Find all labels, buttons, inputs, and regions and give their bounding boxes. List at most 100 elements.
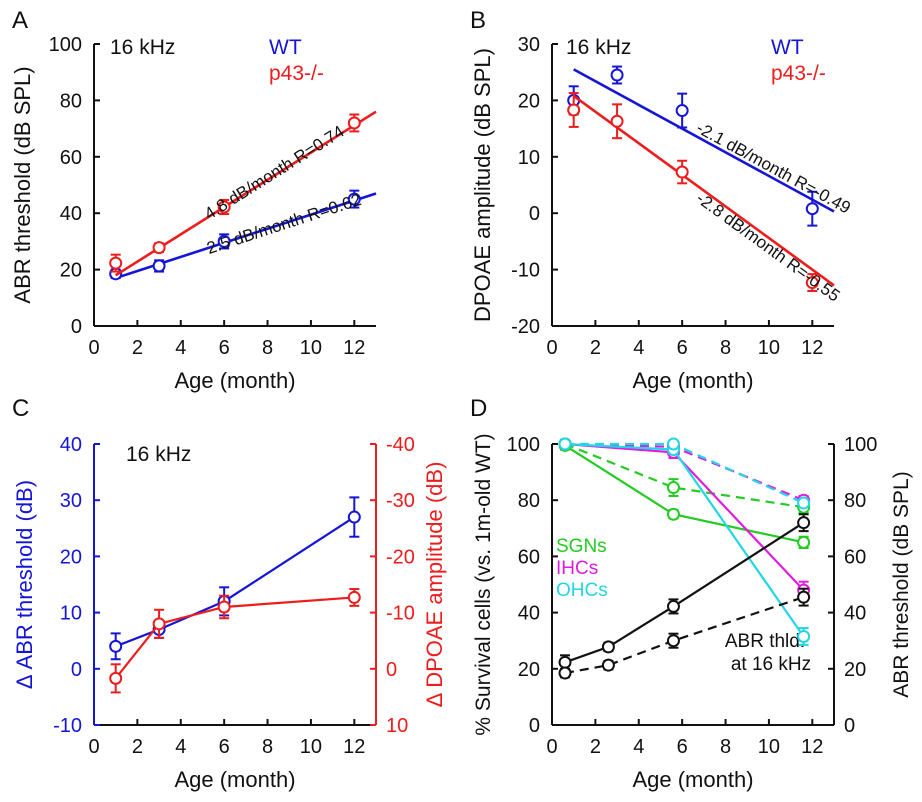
y-tick-label: 100 bbox=[507, 434, 540, 456]
annotation-16khz: 16 kHz bbox=[566, 36, 631, 59]
series-line bbox=[564, 521, 805, 664]
x-tick-label: 2 bbox=[590, 736, 601, 758]
x-tick-label: 4 bbox=[175, 337, 186, 359]
y-axis-right-label: ABR threshold (dB SPL) bbox=[890, 471, 913, 697]
legend-sgns: SGNs bbox=[556, 536, 607, 557]
x-tick-label: 6 bbox=[219, 736, 230, 758]
series-line bbox=[564, 596, 804, 675]
x-tick-label: 8 bbox=[262, 337, 273, 359]
y-right-tick-label: 40 bbox=[844, 603, 866, 625]
y-tick-label: 30 bbox=[60, 490, 82, 512]
series--dpoae-amplitude bbox=[109, 587, 361, 694]
series-p43- bbox=[109, 110, 377, 277]
y-tick-label: 0 bbox=[529, 715, 540, 737]
data-point bbox=[797, 535, 811, 549]
y-right-tick-label: -40 bbox=[386, 434, 415, 456]
x-tick-label: 2 bbox=[132, 337, 143, 359]
x-tick-label: 8 bbox=[262, 736, 273, 758]
y-tick-label: 0 bbox=[71, 316, 82, 338]
x-tick-label: 0 bbox=[546, 337, 557, 359]
y-tick-label: 40 bbox=[60, 203, 82, 225]
x-tick-label: 0 bbox=[88, 736, 99, 758]
y-tick-label: 40 bbox=[518, 603, 540, 625]
data-point bbox=[152, 241, 166, 255]
y-tick-label: 80 bbox=[518, 490, 540, 512]
y-tick-label: 100 bbox=[49, 34, 82, 56]
delta-symbol: Δ bbox=[422, 688, 447, 708]
series-p43- bbox=[567, 92, 835, 293]
y-right-tick-label: 10 bbox=[386, 715, 408, 737]
data-point bbox=[797, 496, 811, 510]
y-tick-label: 30 bbox=[518, 34, 540, 56]
x-tick-label: 4 bbox=[633, 337, 644, 359]
x-tick-label: 10 bbox=[300, 337, 322, 359]
y-tick-label: 0 bbox=[529, 203, 540, 225]
x-tick-label: 4 bbox=[633, 736, 644, 758]
legend-ko: p43-/- bbox=[771, 62, 826, 85]
y-right-tick-label: 0 bbox=[844, 715, 855, 737]
data-point bbox=[558, 437, 572, 451]
series-line bbox=[564, 442, 805, 502]
data-point bbox=[601, 658, 615, 672]
x-tick-label: 0 bbox=[546, 736, 557, 758]
data-point bbox=[109, 639, 123, 653]
x-axis-label: Age (month) bbox=[632, 767, 753, 792]
series-wt bbox=[109, 189, 377, 281]
series-line bbox=[565, 442, 805, 505]
y-tick-label: 10 bbox=[518, 147, 540, 169]
data-point bbox=[109, 671, 123, 685]
y-tick-label: 20 bbox=[518, 90, 540, 112]
data-point bbox=[666, 599, 680, 613]
series-abr-wt bbox=[558, 587, 811, 680]
data-point bbox=[347, 116, 361, 130]
data-point bbox=[610, 68, 624, 82]
y-tick-label: 20 bbox=[60, 546, 82, 568]
legend-wt: WT bbox=[771, 36, 804, 59]
x-tick-label: 8 bbox=[720, 736, 731, 758]
y-axis-right-label-text: DPOAE amplitude (dB) bbox=[422, 462, 447, 688]
series-line bbox=[564, 442, 804, 509]
panel-d: 0 2 4 6 8 10 12 Age (month) 0 20 40 60 80 100 0 20 40 60 8… bbox=[470, 395, 913, 792]
y-right-tick-label: 60 bbox=[844, 546, 866, 568]
y-axis-label: DPOAE amplitude (dB SPL) bbox=[470, 48, 495, 322]
fit-label: -2.8 dB/month R=-0.55 bbox=[693, 189, 844, 306]
panel-c: 0 2 4 6 8 10 12 Age (month) -10 0 10 20 30 40 10 0 -10 -2… bbox=[12, 395, 447, 792]
data-point bbox=[558, 666, 572, 680]
data-point bbox=[666, 481, 680, 495]
series-line bbox=[115, 516, 355, 648]
x-tick-label: 10 bbox=[758, 736, 780, 758]
data-point bbox=[805, 202, 819, 216]
x-tick-label: 8 bbox=[720, 337, 731, 359]
data-point bbox=[152, 617, 166, 631]
delta-symbol: Δ bbox=[12, 669, 37, 689]
x-tick-label: 12 bbox=[801, 736, 823, 758]
y-tick-label: 80 bbox=[60, 90, 82, 112]
y-tick-label: 20 bbox=[60, 260, 82, 282]
y-tick-label: 0 bbox=[71, 659, 82, 681]
y-tick-label: 60 bbox=[60, 147, 82, 169]
x-tick-label: 6 bbox=[677, 736, 688, 758]
data-point bbox=[666, 437, 680, 451]
panel-letter: C bbox=[12, 395, 29, 422]
x-axis-label: Age (month) bbox=[174, 368, 295, 393]
x-tick-label: 10 bbox=[758, 337, 780, 359]
data-point bbox=[217, 234, 231, 248]
y-right-tick-label: -20 bbox=[386, 546, 415, 568]
y-right-tick-label: -30 bbox=[386, 490, 415, 512]
legend-ohcs: OHCs bbox=[556, 580, 608, 601]
legend-wt: WT bbox=[269, 36, 302, 59]
series--abr-threshold bbox=[109, 496, 361, 661]
y-tick-label: 60 bbox=[518, 546, 540, 568]
x-tick-label: 10 bbox=[300, 736, 322, 758]
data-point bbox=[675, 104, 689, 118]
data-point bbox=[558, 655, 572, 669]
y-tick-label: 20 bbox=[518, 659, 540, 681]
y-axis-label: Δ ABR threshold (dB) bbox=[12, 480, 37, 689]
panel-b: 0 2 4 6 8 10 12 Age (month) -20 -10 0 10 20 30 B DPOAE … bbox=[470, 7, 854, 393]
annotation-16khz: 16 kHz bbox=[110, 36, 175, 59]
data-point bbox=[805, 276, 819, 290]
y-axis-label-text: ABR threshold (dB) bbox=[12, 480, 37, 670]
y-tick-label: 10 bbox=[60, 603, 82, 625]
series-line bbox=[564, 444, 804, 544]
x-tick-label: 12 bbox=[343, 337, 365, 359]
